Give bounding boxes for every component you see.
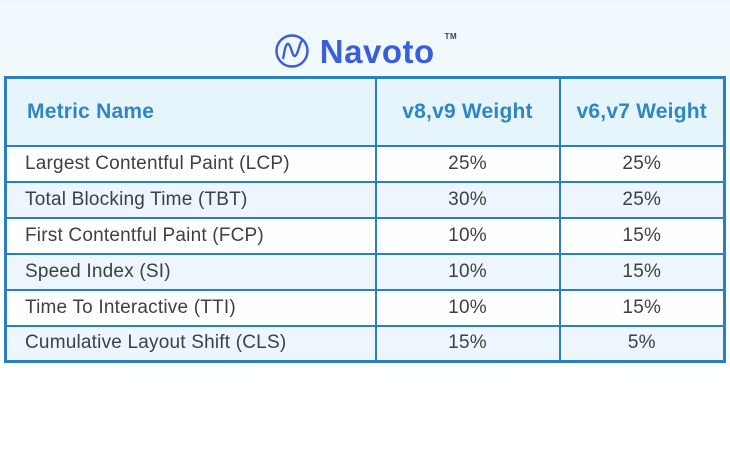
navoto-circle-wave-icon (275, 34, 309, 68)
v6v7-weight-cell: 15% (558, 216, 726, 255)
v8v9-weight-cell: 30% (374, 180, 561, 219)
table-row-si: Speed Index (SI) 10% 15% (4, 252, 726, 291)
v8v9-weight-cell: 25% (374, 144, 561, 183)
table-row-fcp: First Contentful Paint (FCP) 10% 15% (4, 216, 726, 255)
metric-name-cell: Speed Index (SI) (4, 252, 377, 291)
v8v9-weight-cell: 10% (374, 252, 561, 291)
column-header-metric-name: Metric Name (4, 76, 377, 147)
v6v7-weight-cell: 25% (558, 144, 726, 183)
metric-name-cell: Time To Interactive (TTI) (4, 288, 377, 327)
metric-weights-table: Metric Name v8,v9 Weight v6,v7 Weight La… (4, 76, 726, 363)
metric-name-cell: Largest Contentful Paint (LCP) (4, 144, 377, 183)
column-header-v6v7-weight: v6,v7 Weight (558, 76, 726, 147)
v8v9-weight-cell: 10% (374, 288, 561, 327)
table-row-tbt: Total Blocking Time (TBT) 30% 25% (4, 180, 726, 219)
brand-name: Navoto (319, 32, 435, 70)
metric-name-cell: Cumulative Layout Shift (CLS) (4, 324, 377, 363)
metric-name-cell: First Contentful Paint (FCP) (4, 216, 377, 255)
v8v9-weight-cell: 15% (374, 324, 561, 363)
metric-name-cell: Total Blocking Time (TBT) (4, 180, 377, 219)
table-row-cls: Cumulative Layout Shift (CLS) 15% 5% (4, 324, 726, 363)
v6v7-weight-cell: 25% (558, 180, 726, 219)
column-header-v8v9-weight: v8,v9 Weight (374, 76, 561, 147)
trademark-mark: TM (444, 32, 458, 41)
logo-header: Navoto TM (0, 28, 730, 74)
v6v7-weight-cell: 15% (558, 252, 726, 291)
table-header-row: Metric Name v8,v9 Weight v6,v7 Weight (4, 76, 726, 147)
table-row-tti: Time To Interactive (TTI) 10% 15% (4, 288, 726, 327)
v8v9-weight-cell: 10% (374, 216, 561, 255)
v6v7-weight-cell: 5% (558, 324, 726, 363)
v6v7-weight-cell: 15% (558, 288, 726, 327)
table-row-lcp: Largest Contentful Paint (LCP) 25% 25% (4, 144, 726, 183)
